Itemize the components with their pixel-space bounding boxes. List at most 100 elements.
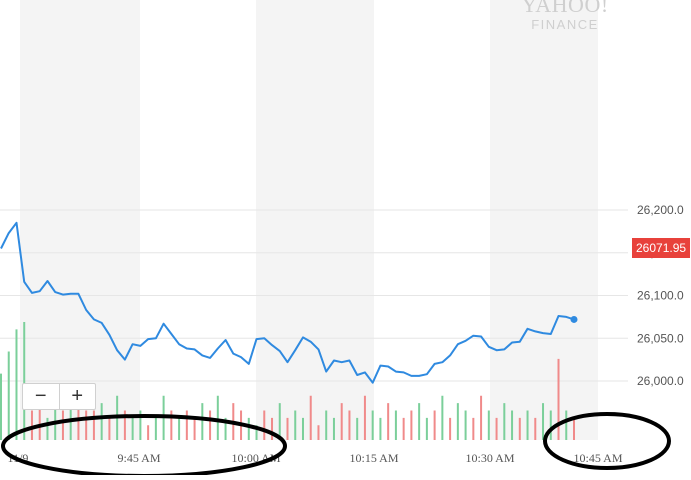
volume-bar [185, 410, 188, 440]
y-tick-label: 26,050.0 [637, 331, 684, 345]
volume-bar [511, 410, 514, 440]
volume-bar [69, 395, 72, 440]
volume-bar [85, 410, 88, 440]
volume-bar [294, 410, 297, 440]
volume-bar [100, 403, 103, 440]
volume-bar [573, 417, 575, 440]
volume-bar [170, 410, 173, 440]
annotation-ellipse-right [543, 412, 671, 470]
volume-bar [449, 417, 452, 440]
volume-bar [154, 417, 157, 440]
volume-bar [30, 410, 33, 440]
zoom-in-button[interactable]: + [71, 385, 84, 407]
volume-bar [271, 417, 274, 440]
volume-bar [286, 417, 289, 440]
last-price-dot [570, 315, 578, 323]
volume-bar [0, 373, 2, 440]
volume-bar [309, 395, 312, 440]
volume-bar [433, 410, 436, 440]
volume-bar [356, 417, 359, 440]
volume-bar [402, 417, 405, 440]
volume-bar [518, 417, 521, 440]
watermark-brand: YAHOO! [521, 0, 609, 17]
volume-bar [61, 410, 64, 440]
volume-bars [0, 322, 575, 440]
session-band [490, 0, 598, 440]
volume-bar [139, 410, 142, 440]
volume-bar [425, 417, 428, 440]
volume-bar [472, 417, 475, 440]
x-tick-label: 10:30 AM [465, 451, 514, 465]
session-bands [20, 0, 598, 440]
volume-bar [363, 395, 366, 440]
volume-bar [131, 417, 134, 440]
y-tick-label: 26,000.0 [637, 374, 684, 388]
yahoo-finance-watermark: YAHOO! FINANCE [500, 0, 630, 31]
zoom-out-button[interactable]: − [23, 384, 60, 409]
annotation-ellipse-left [1, 414, 287, 478]
volume-bar [565, 410, 568, 440]
volume-bar [379, 417, 382, 440]
volume-bar [464, 410, 467, 440]
volume-bar [480, 395, 483, 440]
volume-bar [371, 410, 374, 440]
volume-bar [549, 410, 552, 440]
volume-bar [387, 403, 390, 440]
volume-bar [15, 329, 18, 440]
price-line [0, 221, 575, 384]
volume-bar [332, 417, 335, 440]
y-axis: 26,200.026,150.026,100.026,050.026,000.0 [637, 203, 684, 388]
y-tick-label: 26,200.0 [637, 203, 684, 217]
x-axis: 11/9 9:45 AM 10:00 AM 10:15 AM 10:30 AM 10:45… [8, 451, 623, 465]
volume-bar [46, 417, 49, 440]
volume-bar [247, 417, 250, 440]
volume-bar [503, 403, 506, 440]
volume-bar [394, 410, 397, 440]
x-tick-label: 10:45 AM [573, 451, 622, 465]
volume-bar [542, 403, 545, 440]
volume-bar [193, 417, 196, 440]
volume-bar [534, 417, 537, 440]
volume-bar [495, 417, 498, 440]
last-price-label: 26071.95 [632, 238, 691, 258]
volume-bar [216, 395, 219, 440]
volume-bar [7, 351, 10, 440]
grid-lines [0, 209, 628, 382]
volume-bar [77, 403, 80, 440]
volume-bar [418, 403, 421, 440]
volume-bar [410, 410, 413, 440]
volume-bar [456, 403, 459, 440]
volume-bar [147, 425, 150, 440]
x-tick-label: 10:15 AM [349, 451, 398, 465]
watermark-sub: FINANCE [531, 17, 599, 32]
y-tick-label: 26,100.0 [637, 289, 684, 303]
price-series [0, 221, 578, 384]
zoom-controls: − + [22, 383, 96, 410]
x-tick-label: 9:45 AM [117, 451, 160, 465]
volume-bar [108, 417, 111, 440]
volume-bar [340, 403, 343, 440]
session-band [20, 0, 140, 440]
volume-bar [301, 417, 304, 440]
volume-bar [557, 358, 560, 440]
volume-bar [92, 410, 95, 440]
volume-bar [38, 395, 41, 440]
volume-bar [201, 403, 204, 440]
volume-bar [348, 410, 351, 440]
volume-bar [317, 425, 320, 440]
session-band [256, 0, 374, 440]
volume-bar [325, 410, 328, 440]
volume-bar [23, 322, 26, 440]
volume-bar [278, 403, 281, 440]
volume-bar [441, 395, 444, 440]
volume-bar [178, 417, 181, 440]
volume-bar [255, 425, 258, 440]
volume-bar [526, 410, 529, 440]
volume-bar [123, 410, 126, 440]
volume-bar [224, 417, 227, 440]
volume-bar [263, 410, 266, 440]
volume-bar [487, 410, 490, 440]
volume-bar [209, 410, 212, 440]
